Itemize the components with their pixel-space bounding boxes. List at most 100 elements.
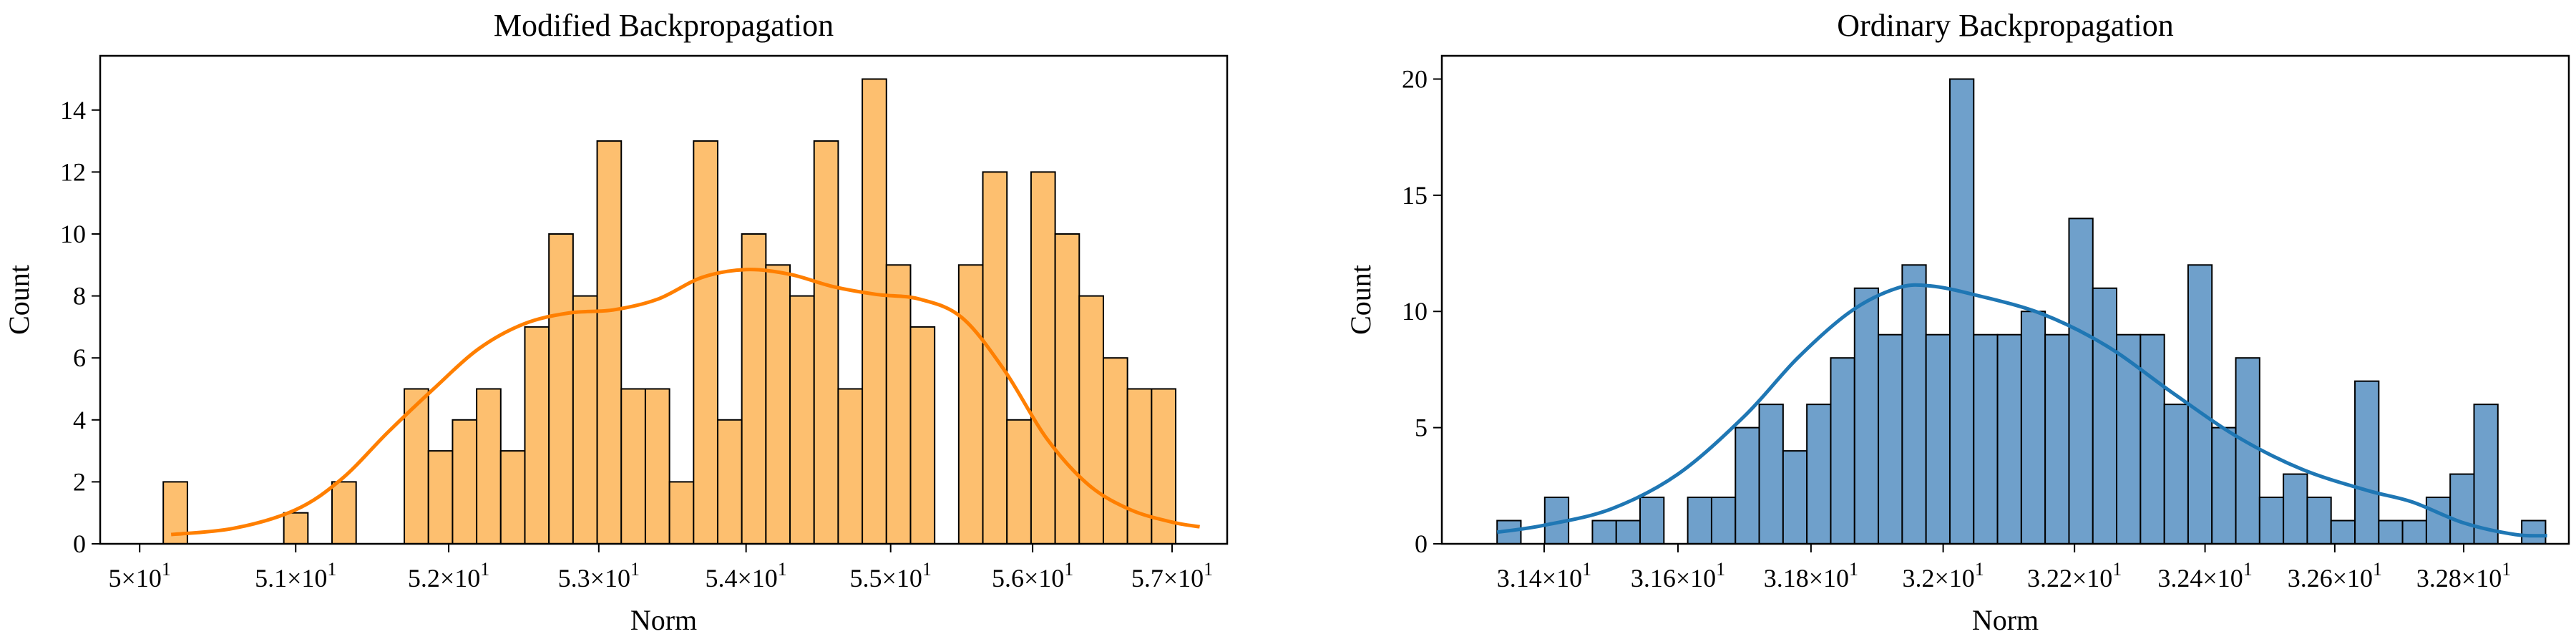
histogram-bar <box>2521 519 2547 545</box>
y-axis-label: Count <box>3 265 35 335</box>
histogram-bar <box>2235 357 2260 545</box>
y-tick-label: 0 <box>1415 530 1428 558</box>
histogram-bar <box>476 388 502 545</box>
x-axis-ticks: 5×101 5.1×101 5.2×101 5.3×101 5.4×101 5.5×101… <box>109 544 1213 592</box>
x-tick-label: 5.3×101 <box>558 559 640 592</box>
histogram-bar <box>2187 264 2213 545</box>
histogram-bar <box>2211 426 2237 545</box>
x-tick-label: 5.2×101 <box>408 559 489 592</box>
histogram-bar <box>1102 357 1128 545</box>
histogram-bar <box>1901 264 1927 545</box>
histogram-bar <box>2092 287 2118 545</box>
histogram-bar <box>693 140 718 545</box>
histogram-bar <box>2330 519 2356 545</box>
histogram-bar <box>885 264 912 545</box>
histogram-bar <box>1030 171 1056 545</box>
kde-curve <box>170 268 1200 537</box>
histogram-bar <box>2473 404 2499 545</box>
x-tick-label: 3.18×101 <box>1764 559 1858 592</box>
histogram-bar <box>2425 497 2451 545</box>
histogram-bar <box>716 419 743 545</box>
histogram-bar <box>1006 419 1032 545</box>
histogram-bar <box>572 295 598 545</box>
x-axis-ticks: 3.14×101 3.16×101 3.18×101 3.2×101 3.22×101 3… <box>1497 544 2511 592</box>
histogram-bar <box>1878 333 1903 545</box>
histogram-bar <box>1830 357 1855 545</box>
histogram-bar <box>1758 404 1784 545</box>
histogram-bar <box>1925 333 1951 545</box>
y-tick-label: 8 <box>73 282 86 311</box>
y-tick-label: 14 <box>60 96 86 125</box>
histogram-bar <box>1853 287 1880 545</box>
plot-frame <box>1440 54 2570 545</box>
histogram-bar <box>2354 380 2380 545</box>
histogram-bar <box>524 326 550 545</box>
x-tick-label: 5.7×101 <box>1131 559 1213 592</box>
x-tick-label: 5.5×101 <box>850 559 932 592</box>
histogram-bar <box>331 481 357 545</box>
x-tick-label: 3.14×101 <box>1497 559 1591 592</box>
histogram-bar <box>2401 519 2427 545</box>
y-tick-label: 5 <box>1415 414 1428 442</box>
y-tick-label: 2 <box>73 467 86 496</box>
histogram-bar <box>1782 450 1808 545</box>
histogram-bar <box>1591 519 1617 545</box>
histogram-bar <box>499 450 526 545</box>
histogram-bar <box>1973 333 1999 545</box>
histogram-bar <box>957 264 984 545</box>
x-axis-label: Norm <box>630 604 697 636</box>
y-tick-label: 10 <box>60 220 86 248</box>
histogram-bar <box>1126 388 1153 545</box>
x-tick-label: 3.24×101 <box>2157 559 2252 592</box>
histogram-bar <box>1054 233 1080 545</box>
x-tick-label: 5.1×101 <box>255 559 336 592</box>
histogram-bar <box>2044 333 2070 545</box>
histogram-bars <box>162 78 1177 545</box>
x-tick-label: 3.2×101 <box>1902 559 1984 592</box>
histogram-bar <box>452 419 478 545</box>
chart-title: Ordinary Backpropagation <box>1837 8 2173 43</box>
histogram-modified-backpropagation: Modified Backpropagation 5×101 5.1×101 5.2… <box>3 8 1229 636</box>
x-tick-label: 3.16×101 <box>1631 559 1725 592</box>
y-tick-label: 6 <box>73 343 86 372</box>
histogram-bar <box>1639 497 1665 545</box>
histogram-bar <box>2020 311 2046 545</box>
y-tick-label: 20 <box>1402 64 1428 93</box>
histogram-bar <box>1996 333 2022 545</box>
histogram-bar <box>596 140 623 545</box>
chart-title: Modified Backpropagation <box>494 8 834 43</box>
histogram-bar <box>765 264 791 545</box>
histogram-bar <box>1806 404 1832 545</box>
histogram-bars <box>1496 78 2547 545</box>
histogram-bar <box>909 326 936 545</box>
y-tick-label: 4 <box>73 406 86 434</box>
histogram-ordinary-backpropagation: Ordinary Backpropagation 3.14×101 3.16×10… <box>1345 8 2570 636</box>
histogram-bar <box>2163 404 2189 545</box>
x-tick-label: 3.26×101 <box>2288 559 2382 592</box>
y-tick-label: 12 <box>60 157 86 186</box>
histogram-bar <box>2378 519 2404 545</box>
histogram-bar <box>283 512 309 545</box>
histogram-bar <box>1615 519 1641 545</box>
kde-curve <box>1496 283 2547 538</box>
histogram-bar <box>668 481 695 545</box>
histogram-bar <box>2449 473 2475 545</box>
histogram-bar <box>862 78 887 545</box>
x-tick-label: 5×101 <box>109 559 171 592</box>
histogram-bar <box>2068 218 2094 545</box>
histogram-bar <box>1710 497 1737 545</box>
histogram-bar <box>2116 333 2142 545</box>
histogram-bar <box>1687 497 1712 545</box>
histogram-bar <box>1735 426 1760 545</box>
histogram-bar <box>837 388 864 545</box>
y-axis-ticks: 0 2 4 6 8 10 12 14 <box>60 96 100 558</box>
histogram-bar <box>644 388 670 545</box>
x-tick-label: 5.6×101 <box>992 559 1073 592</box>
histogram-bar <box>2306 497 2332 545</box>
histogram-bar <box>620 388 646 545</box>
y-tick-label: 15 <box>1402 181 1428 210</box>
x-tick-label: 5.4×101 <box>705 559 786 592</box>
histogram-bar <box>813 140 839 545</box>
y-axis-label: Count <box>1345 265 1377 335</box>
